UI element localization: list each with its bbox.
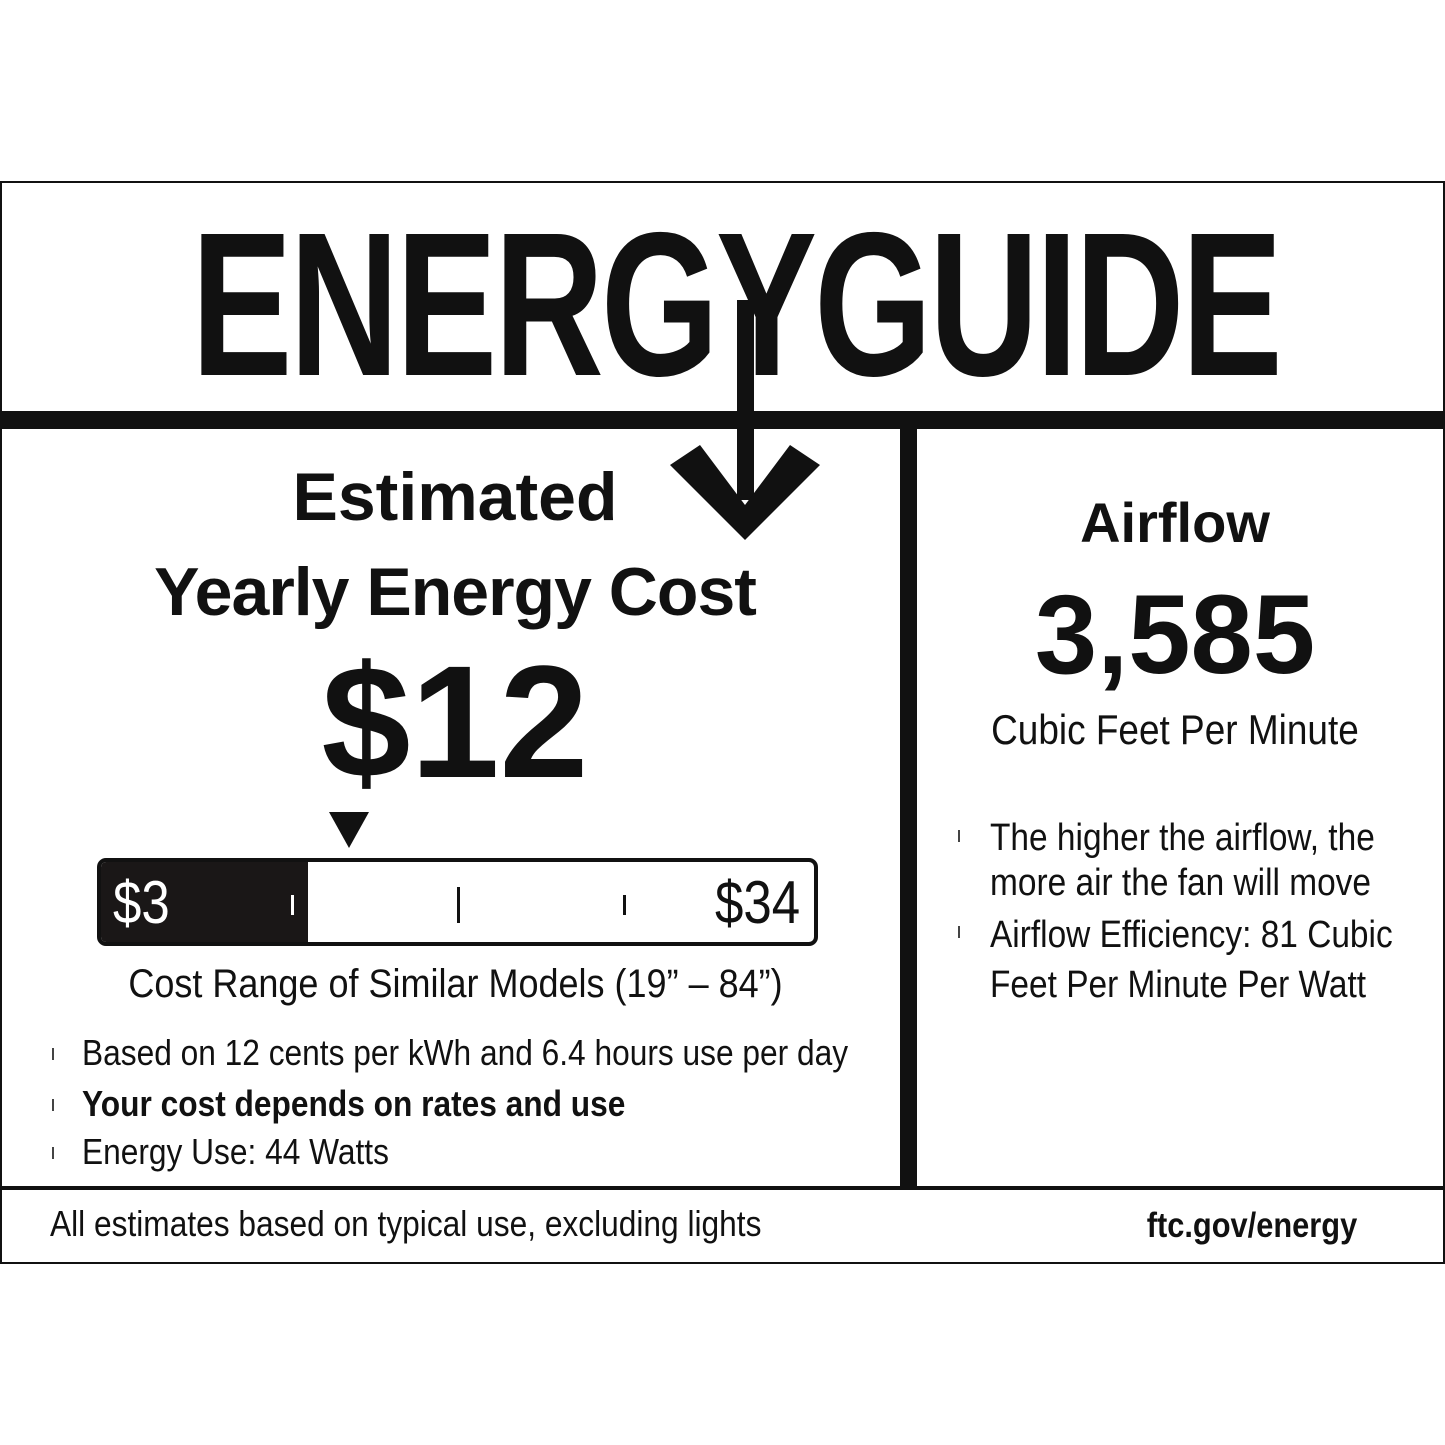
cost-range-caption: Cost Range of Similar Models (19” – 84”) (60, 962, 850, 1007)
range-min-label: $3 (113, 869, 170, 936)
cost-range-bar: $3 $34 (97, 858, 818, 946)
yearly-cost-value: $12 (321, 632, 589, 811)
ftc-link-text[interactable]: ftc.gov/energy (1146, 1206, 1357, 1245)
footer-note-text: All estimates based on typical use, excl… (50, 1203, 762, 1244)
bullet-icon (52, 1048, 54, 1060)
airflow-bullet-line: The higher the airflow, the (990, 817, 1375, 859)
airflow-unit-text: Cubic Feet Per Minute (991, 706, 1359, 753)
cost-range-caption-text: Cost Range of Similar Models (19” – 84”) (127, 962, 783, 1006)
arrow-down-icon (670, 300, 820, 540)
airflow-bullet-line: Feet Per Minute Per Watt (990, 964, 1367, 1006)
cost-bullet-text: Energy Use: 44 Watts (82, 1131, 389, 1172)
tick-mark (623, 895, 626, 915)
airflow-heading: Airflow (1080, 491, 1270, 554)
bullet-icon (52, 1099, 54, 1111)
airflow-bullet: Airflow Efficiency: 81 Cubic Feet Per Mi… (990, 910, 1445, 1010)
cost-heading-line1: Estimated (292, 459, 618, 535)
range-max-label: $34 (714, 869, 800, 936)
airflow-bullet: The higher the airflow, the more air the… (990, 816, 1427, 906)
footer-note: All estimates based on typical use, excl… (50, 1203, 858, 1245)
airflow-bullet-line: Airflow Efficiency: 81 Cubic (990, 914, 1393, 956)
cost-bullet: Based on 12 cents per kWh and 6.4 hours … (82, 1032, 953, 1074)
bullet-icon (958, 830, 960, 842)
cost-bullet-text: Your cost depends on rates and use (82, 1083, 626, 1124)
label-frame (0, 181, 1445, 1264)
energyguide-title: ENERGYGUIDE (191, 190, 1282, 419)
footer-divider (0, 1186, 1445, 1190)
title-divider (0, 411, 1445, 429)
airflow-unit: Cubic Feet Per Minute (930, 706, 1420, 754)
tick-mark (291, 895, 294, 915)
cost-bullet: Energy Use: 44 Watts (82, 1131, 431, 1173)
tick-mark (457, 887, 460, 923)
cost-heading-line2: Yearly Energy Cost (154, 554, 757, 630)
cost-marker-triangle-icon (329, 812, 369, 848)
airflow-value: 3,585 (1034, 572, 1316, 697)
bullet-icon (52, 1147, 54, 1159)
cost-bullet-text: Based on 12 cents per kWh and 6.4 hours … (82, 1032, 849, 1073)
column-divider (900, 420, 917, 1190)
airflow-bullet-line: more air the fan will move (990, 862, 1371, 904)
cost-bullet: Your cost depends on rates and use (82, 1083, 699, 1125)
cost-range-fill (101, 862, 308, 942)
bullet-icon (958, 926, 960, 938)
ftc-link[interactable]: ftc.gov/energy (1118, 1206, 1357, 1246)
